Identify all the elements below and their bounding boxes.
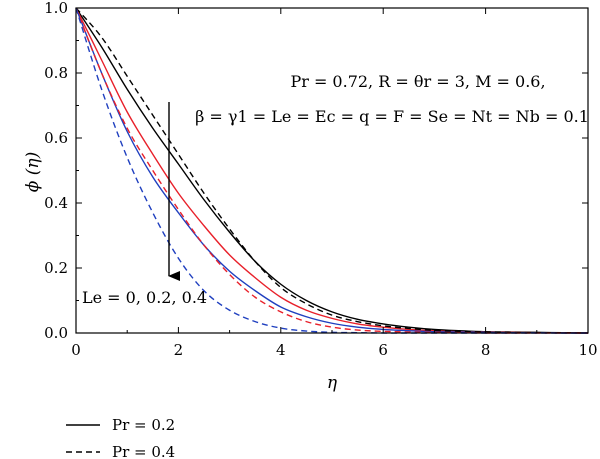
x-tick-label: 10 [578,341,597,359]
series-line-dashed-le-0 [75,7,589,334]
parameter-annotation-line1: Pr = 0.72, R = θr = 3, M = 0.6, [290,72,545,91]
legend-label-dashed: Pr = 0.4 [112,443,175,459]
arrow-label: Le = 0, 0.2, 0.4 [82,288,207,307]
x-tick-label: 4 [276,341,286,359]
legend-label-solid: Pr = 0.2 [112,416,175,434]
x-tick-label: 2 [174,341,184,359]
x-tick-label: 6 [378,341,388,359]
legend: Pr = 0.2 Pr = 0.4 [66,416,175,459]
y-tick-label: 0.8 [44,64,68,82]
y-axis-label: ϕ (η) [23,152,43,192]
parameter-annotation-line2: β = γ1 = Le = Ec = q = F = Se = Nt = Nb … [195,107,589,126]
axis-ticks: 0 2 4 6 8 10 0.0 0.2 0.4 0.6 0.8 1.0 [44,0,597,359]
y-tick-label: 1.0 [44,0,68,17]
y-tick-label: 0.0 [44,324,68,342]
y-tick-label: 0.4 [44,194,68,212]
x-axis-label: η [327,373,338,393]
series-line-dashed-le-0.2 [75,7,588,334]
y-tick-label: 0.2 [44,259,68,277]
plot-area [75,7,589,334]
x-tick-label: 8 [481,341,491,359]
x-tick-label: 0 [71,341,81,359]
y-tick-label: 0.6 [44,129,68,147]
